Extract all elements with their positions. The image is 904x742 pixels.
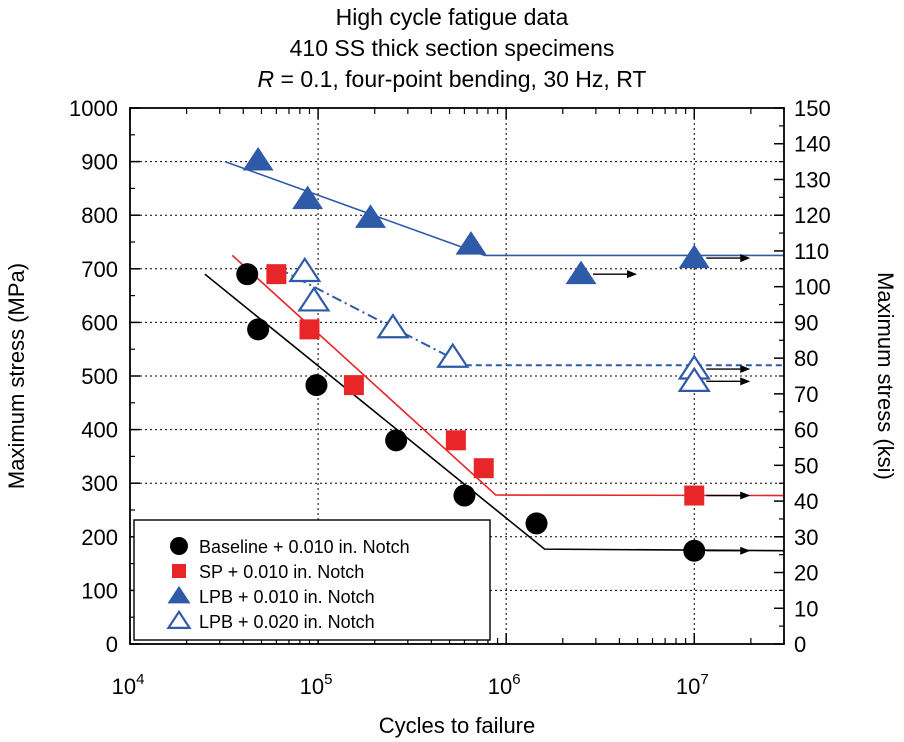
x-tick-base: 10 (300, 674, 324, 699)
chart-title-line-2: 410 SS thick section specimens (289, 35, 615, 61)
data-point-series-3 (297, 286, 331, 312)
data-point-series-2 (355, 204, 386, 228)
y-right-tick-label: 130 (794, 167, 831, 192)
x-tick-exponent: 7 (700, 671, 708, 688)
data-point-series-0 (453, 484, 476, 507)
y-right-tick-label: 100 (794, 275, 831, 300)
x-tick-exponent: 4 (136, 671, 144, 688)
fit-line-series-0 (204, 273, 785, 552)
y-left-tick-label: 600 (81, 310, 118, 335)
y-right-tick-label: 0 (794, 632, 806, 657)
x-tick-label: 106 (488, 671, 521, 699)
y-right-tick-label: 150 (794, 96, 831, 121)
runout-arrow-head (740, 546, 751, 555)
y-left-tick-label: 200 (81, 525, 118, 550)
r-ratio-symbol: R (257, 66, 275, 92)
legend-label-series-1: SP + 0.010 in. Notch (199, 562, 364, 582)
runout-arrow-head (740, 491, 751, 500)
y-right-tick-label: 120 (794, 203, 831, 228)
y-right-tick-label: 110 (794, 239, 829, 264)
runout-arrow-head (627, 270, 638, 279)
data-point-series-3 (376, 313, 410, 339)
y-right-tick-label: 70 (794, 382, 818, 407)
data-point-series-0 (247, 318, 270, 341)
x-tick-base: 10 (488, 674, 512, 699)
x-tick-label: 107 (676, 671, 709, 699)
x-tick-base: 10 (112, 674, 136, 699)
data-point-series-1 (266, 264, 287, 285)
y-right-tick-label: 40 (794, 489, 818, 514)
legend-label-series-0: Baseline + 0.010 in. Notch (199, 537, 410, 557)
legend-marker-series-1 (172, 564, 186, 578)
y-left-tick-label: 800 (81, 203, 118, 228)
x-axis-title: Cycles to failure (379, 713, 536, 738)
y-right-tick-label: 80 (794, 346, 818, 371)
y-left-tick-label: 900 (81, 150, 118, 175)
y-right-tick-label: 50 (794, 453, 818, 478)
runout-arrow-head (740, 254, 751, 263)
y-right-tick-label: 20 (794, 561, 818, 586)
data-point-series-0 (683, 539, 706, 562)
y-left-tick-label: 100 (81, 578, 118, 603)
data-point-series-1 (445, 430, 466, 451)
x-tick-label: 105 (300, 671, 333, 699)
conditions-text: = 0.1, four-point bending, 30 Hz, RT (274, 66, 647, 92)
y-left-tick-label: 0 (106, 632, 118, 657)
data-point-series-3 (288, 256, 322, 283)
data-point-series-1 (684, 485, 705, 506)
legend-box (133, 519, 491, 641)
data-point-series-2 (455, 231, 487, 255)
data-point-series-0 (525, 512, 548, 535)
plot-frame (129, 107, 785, 645)
y-right-tick-label: 140 (794, 132, 831, 157)
data-point-series-2 (242, 146, 274, 171)
y-left-tick-label: 400 (81, 418, 118, 443)
data-point-series-2 (292, 185, 324, 210)
fit-line-series-3 (278, 267, 467, 367)
y-left-tick-label: 1000 (69, 96, 118, 121)
legend-marker-series-2 (167, 585, 191, 604)
y-right-tick-label: 60 (794, 418, 818, 443)
y-right-tick-label: 30 (794, 525, 818, 550)
y-left-axis-title: Maximum stress (MPa) (4, 263, 29, 489)
x-tick-exponent: 6 (512, 671, 520, 688)
data-point-series-1 (473, 458, 494, 479)
data-point-series-3 (677, 366, 711, 392)
runout-arrow-head (740, 365, 751, 374)
runout-arrow-head (740, 377, 751, 386)
data-point-series-3 (436, 342, 470, 368)
x-tick-base: 10 (676, 674, 700, 699)
legend-marker-series-0 (170, 537, 188, 555)
chart-title-line-1: High cycle fatigue data (335, 4, 569, 30)
legend-label-series-2: LPB + 0.010 in. Notch (199, 587, 375, 607)
x-tick-label: 104 (112, 671, 145, 699)
chart-conditions: R = 0.1, four-point bending, 30 Hz, RT (0, 64, 904, 94)
data-point-series-2 (565, 260, 597, 285)
y-left-tick-label: 700 (81, 257, 118, 282)
y-right-tick-label: 90 (794, 310, 818, 335)
legend-label-series-3: LPB + 0.020 in. Notch (199, 612, 375, 632)
data-point-series-1 (343, 375, 364, 396)
data-point-series-0 (385, 429, 408, 452)
legend-marker-series-3 (166, 609, 192, 630)
data-point-series-1 (299, 319, 320, 340)
y-left-tick-label: 500 (81, 364, 118, 389)
data-point-series-0 (305, 374, 328, 397)
data-point-series-2 (678, 244, 710, 269)
y-right-tick-label: 10 (794, 596, 818, 621)
data-point-series-0 (236, 263, 259, 286)
x-tick-exponent: 5 (324, 671, 332, 688)
y-left-tick-label: 300 (81, 471, 118, 496)
y-right-axis-title: Maximum stress (ksi) (873, 272, 898, 480)
